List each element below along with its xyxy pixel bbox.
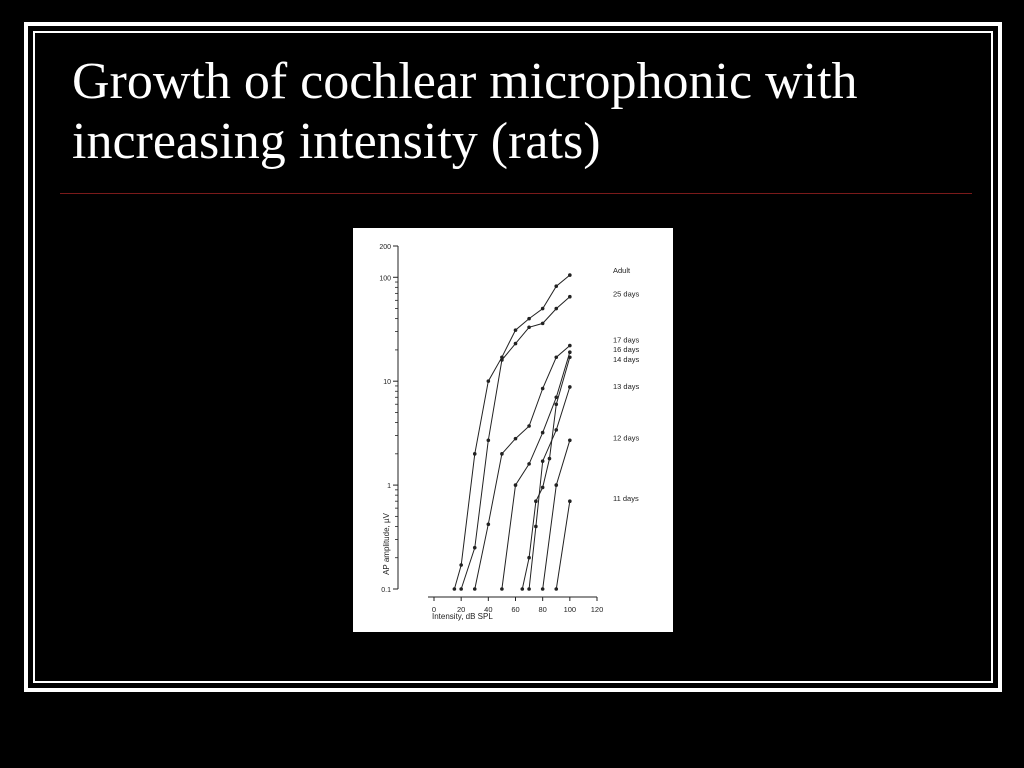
y-tick-label: 200 — [379, 244, 391, 251]
data-point — [527, 555, 531, 560]
data-point — [513, 341, 518, 346]
x-tick-label: 120 — [591, 605, 604, 614]
data-point — [540, 459, 545, 463]
series-line — [521, 357, 571, 590]
data-point — [554, 587, 559, 591]
data-point — [568, 438, 572, 443]
data-point — [540, 321, 545, 326]
data-point — [554, 284, 559, 289]
data-point — [459, 563, 463, 567]
data-point — [568, 499, 572, 503]
slide-title: Growth of cochlear microphonic with incr… — [72, 53, 858, 170]
series-label: 11 days — [613, 494, 639, 503]
data-point — [568, 385, 572, 389]
data-point — [527, 462, 531, 466]
y-tick-label: 100 — [379, 275, 391, 282]
data-point — [554, 402, 559, 407]
y-tick-label: 1 — [387, 483, 391, 490]
data-point — [500, 452, 504, 456]
y-axis-label: AP amplitude, µV — [382, 512, 391, 574]
slide-frame-outer — [24, 22, 1002, 692]
data-point — [554, 483, 559, 487]
data-point — [554, 395, 559, 400]
data-point — [452, 587, 457, 591]
chart-svg: 0.1 1 10 100 200 0 20 40 60 80 100 120 Adult 25 days… — [379, 244, 640, 621]
data-point — [568, 355, 572, 360]
x-tick-label: 60 — [511, 605, 519, 614]
data-point — [459, 587, 463, 591]
data-point — [568, 294, 572, 299]
series-line — [542, 440, 571, 590]
data-point — [554, 306, 559, 311]
data-point — [472, 545, 477, 550]
data-point — [472, 452, 477, 456]
title-divider — [60, 193, 972, 194]
series-label: 14 days — [613, 355, 640, 364]
data-point — [486, 522, 491, 527]
x-tick-label: 80 — [538, 605, 546, 614]
data-point — [547, 456, 552, 461]
data-point — [568, 350, 572, 355]
data-point — [554, 428, 559, 432]
data-point — [472, 587, 477, 591]
chart-figure: 0.1 1 10 100 200 0 20 40 60 80 100 120 Adult 25 days… — [353, 228, 673, 632]
series-line — [555, 501, 571, 590]
data-point — [527, 325, 531, 330]
series-line — [528, 386, 571, 590]
series-label: Adult — [613, 266, 631, 275]
data-point — [527, 316, 531, 321]
series-line — [460, 296, 571, 590]
series-label: 17 days — [613, 336, 640, 345]
data-point — [513, 436, 518, 441]
chart-axes: 0.1 1 10 100 200 0 20 40 60 80 100 120 — [379, 244, 603, 614]
data-point — [486, 379, 491, 383]
y-tick-label: 10 — [383, 379, 391, 386]
data-point — [568, 343, 572, 348]
y-tick-label: 0.1 — [381, 587, 391, 594]
data-point — [540, 386, 545, 391]
data-point — [520, 587, 525, 591]
data-point — [554, 355, 559, 360]
data-point — [486, 438, 491, 443]
data-point — [534, 524, 538, 529]
data-point — [540, 430, 545, 435]
x-axis-label: Intensity, dB SPL — [432, 612, 493, 621]
x-tick-label: 100 — [564, 605, 577, 614]
data-point — [500, 358, 504, 362]
series-line — [501, 352, 571, 590]
data-point — [527, 424, 531, 428]
series-label: 25 days — [613, 290, 640, 299]
data-point — [513, 483, 518, 487]
data-point — [540, 587, 545, 591]
data-point — [540, 306, 545, 311]
data-point — [568, 273, 572, 277]
x-tick-label: 40 — [484, 605, 492, 614]
data-point — [513, 328, 518, 332]
series-line — [474, 345, 571, 590]
data-point — [534, 499, 538, 503]
series-label: 13 days — [613, 382, 640, 391]
series-line — [453, 274, 571, 590]
x-tick-label: 0 — [432, 605, 436, 614]
series-label: 12 days — [613, 433, 640, 442]
data-point — [527, 587, 531, 591]
series-label: 16 days — [613, 345, 640, 354]
data-point — [540, 485, 545, 490]
slide-frame-inner — [33, 31, 993, 683]
x-tick-label: 20 — [457, 605, 465, 614]
data-point — [500, 587, 504, 591]
